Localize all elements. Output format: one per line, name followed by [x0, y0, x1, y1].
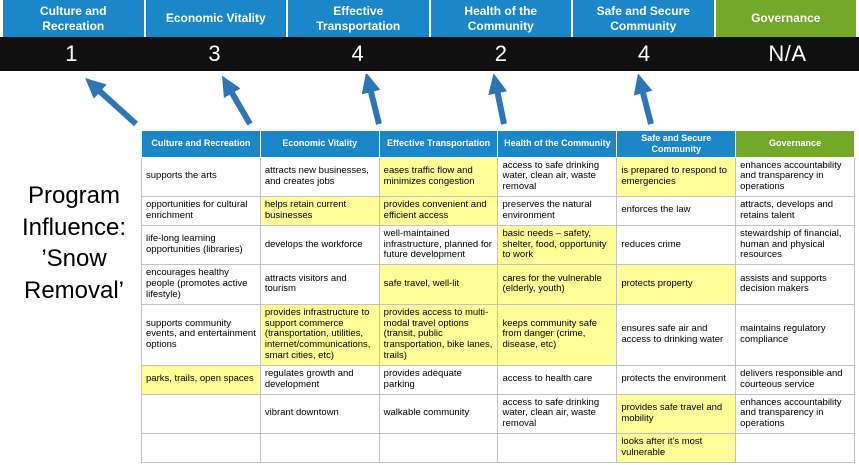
score-effective-transportation: 4	[351, 41, 365, 66]
matrix-cell: attracts, develops and retains talent	[735, 196, 855, 226]
matrix-cell: life-long learning opportunities (librar…	[141, 224, 261, 266]
matrix-cell: reduces crime	[616, 224, 737, 266]
matrix-cell: access to safe drinking water, clean air…	[497, 156, 618, 198]
matrix-cell-highlighted: keeps community safe from danger (crime,…	[497, 303, 618, 366]
matrix-cell	[259, 432, 380, 463]
pillar-health-of-the-community: Health of the Community	[430, 0, 571, 37]
table-row: supports community events, and entertain…	[141, 303, 855, 366]
matrix-cell-highlighted: eases traffic flow and minimizes congest…	[378, 156, 499, 198]
table-row: vibrant downtown walkable community access…	[141, 393, 855, 434]
matrix-cell-highlighted: parks, trails, open spaces	[141, 364, 261, 395]
matrix-cell: ensures safe air and access to drinking …	[616, 303, 737, 366]
matrix-cell: enhances accountability and transparency…	[735, 393, 855, 434]
column-header: Economic Vitality	[259, 130, 380, 158]
matrix-cell: access to safe drinking water, clean air…	[497, 393, 618, 434]
matrix-cell	[497, 432, 618, 463]
up-arrow-icon	[85, 77, 139, 127]
up-arrow-icon	[221, 75, 253, 126]
matrix-cell-highlighted: is prepared to respond to emergencies	[616, 156, 737, 198]
matrix-cell: preserves the natural environment	[497, 196, 618, 226]
pillar-label: Economic Vitality	[165, 11, 266, 25]
matrix-cell-highlighted: provides infrastructure to support comme…	[259, 303, 380, 366]
matrix-cell	[378, 432, 499, 463]
pillar-economic-vitality: Economic Vitality	[145, 0, 286, 37]
matrix-cell	[735, 432, 855, 463]
matrix-cell: attracts visitors and tourism	[259, 264, 380, 305]
matrix-cell-highlighted: cares for the vulnerable (elderly, youth…	[497, 264, 618, 305]
table-row: parks, trails, open spaces regulates grow…	[141, 364, 855, 395]
score-culture-and-recreation: 1	[65, 41, 78, 66]
matrix-cell: vibrant downtown	[259, 393, 380, 434]
score-band: 1 3 4 2 4 N/A	[0, 37, 859, 71]
matrix-cell-highlighted: provides access to multi-modal travel op…	[378, 303, 499, 366]
matrix-cell: access to health care	[497, 364, 618, 395]
pillar-label: Health of the Community	[464, 3, 538, 33]
matrix-cell: attracts new businesses, and creates job…	[259, 156, 380, 198]
column-header: Health of the Community	[497, 130, 618, 158]
pillar-effective-transportation: Effective Transportation	[288, 0, 429, 37]
score-economic-vitality: 3	[208, 41, 222, 66]
matrix-cell-highlighted: basic needs – safety, shelter, food, opp…	[497, 224, 618, 266]
influence-table: Culture and Recreation Economic Vitality E…	[141, 130, 855, 463]
matrix-cell: supports the arts	[141, 156, 261, 198]
up-arrow-icon	[361, 74, 382, 125]
pillar-header-band: Culture and Recreation Economic Vitality…	[0, 0, 859, 37]
table-row: life-long learning opportunities (librar…	[141, 224, 855, 266]
matrix-cell: stewardship of financial, human and phys…	[735, 224, 855, 266]
pillar-label: Safe and Secure Community	[596, 3, 690, 33]
score-governance: N/A	[768, 41, 807, 66]
matrix-cell: delivers responsible and courteous servi…	[735, 364, 855, 395]
matrix-cell: develops the workforce	[259, 224, 380, 266]
matrix-cell: enhances accountability and transparency…	[735, 156, 855, 198]
pillar-safe-and-secure-community: Safe and Secure Community	[573, 0, 714, 37]
matrix-cell: assists and supports decision makers	[735, 264, 855, 305]
table-header-row: Culture and Recreation Economic Vitality E…	[141, 130, 855, 158]
table-row: opportunities for cultural enrichment hel…	[141, 196, 855, 226]
column-header: Culture and Recreation	[141, 130, 261, 158]
score-safe-and-secure-community: 4	[637, 41, 651, 66]
table-row: supports the arts attracts new businesses…	[141, 156, 855, 198]
column-header: Effective Transportation	[378, 130, 499, 158]
matrix-cell-highlighted: looks after it's most vulnerable	[616, 432, 737, 463]
up-arrow-icon	[488, 74, 508, 125]
matrix-cell: encourages healthy people (promotes acti…	[141, 264, 261, 305]
matrix-cell	[141, 432, 261, 463]
matrix-cell: protects the environment	[616, 364, 737, 395]
table-row: encourages healthy people (promotes acti…	[141, 264, 855, 305]
matrix-cell: well-maintained infrastructure, planned …	[378, 224, 499, 266]
up-arrow-icon	[633, 74, 654, 125]
pillar-label: Culture and Recreation	[39, 3, 107, 33]
matrix-cell	[141, 393, 261, 434]
matrix-cell: walkable community	[378, 393, 499, 434]
matrix-cell: opportunities for cultural enrichment	[141, 196, 261, 226]
matrix-cell-highlighted: safe travel, well-lit	[378, 264, 499, 305]
pillar-governance: Governance	[715, 0, 856, 37]
matrix-cell: regulates growth and development	[259, 364, 380, 395]
column-header: Governance	[735, 130, 855, 158]
matrix-cell: maintains regulatory compliance	[735, 303, 855, 366]
matrix-cell: provides adequate parking	[378, 364, 499, 395]
matrix-cell-highlighted: protects property	[616, 264, 737, 305]
pillar-label: Governance	[751, 11, 821, 25]
score-health-of-the-community: 2	[494, 41, 508, 66]
matrix-cell-highlighted: helps retain current businesses	[259, 196, 380, 226]
pillar-culture-and-recreation: Culture and Recreation	[3, 0, 144, 37]
column-header: Safe and Secure Community	[616, 130, 737, 158]
matrix-cell: enforces the law	[616, 196, 737, 226]
score-arrows	[85, 74, 654, 127]
matrix-cell-highlighted: provides safe travel and mobility	[616, 393, 737, 434]
matrix-cell-highlighted: provides convenient and efficient access	[378, 196, 499, 226]
matrix-cell: supports community events, and entertain…	[141, 303, 261, 366]
table-row: looks after it's most vulnerable	[141, 432, 855, 463]
pillar-label: Effective Transportation	[316, 3, 401, 33]
program-influence-title: Program Influence: ’Snow Removal’	[21, 182, 127, 305]
